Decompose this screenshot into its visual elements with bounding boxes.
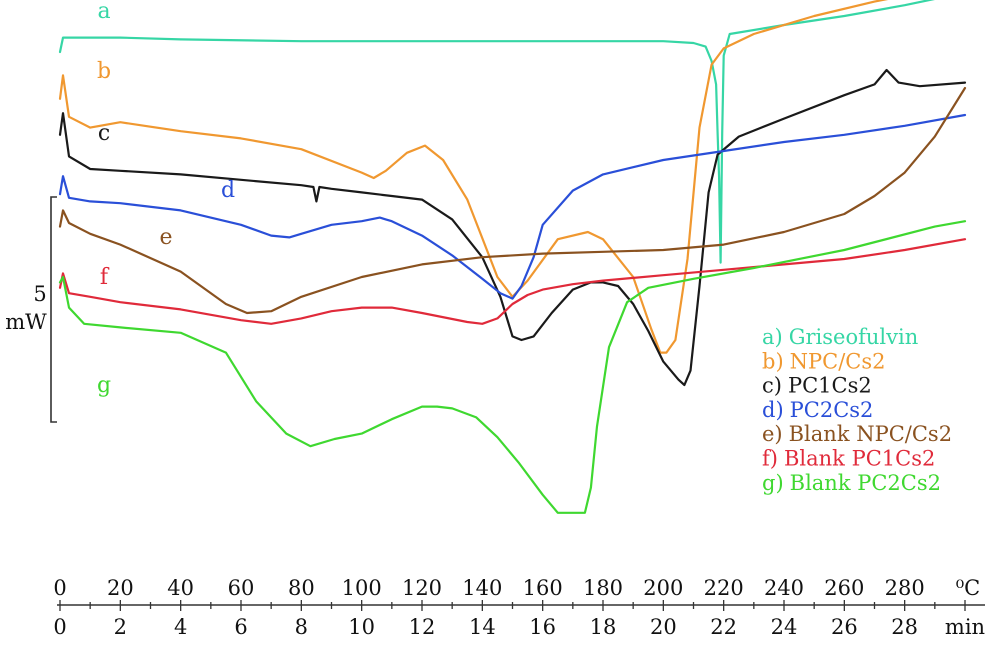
series-line-e [58,86,967,315]
curves-group [58,0,967,514]
legend-label: NPC/Cs2 [790,349,886,373]
legend-prefix: b) [762,349,784,373]
tick-label-celsius: 60 [228,576,255,600]
legend-item: d) PC2Cs2 [762,398,873,422]
legend-prefix: f) [762,447,778,471]
curve-label-c: c [98,121,110,146]
tick-label-minutes: 14 [469,615,496,639]
series-line-d [58,113,967,300]
axis-unit-celsius: ⁰C [956,576,981,600]
scale-bar: 5 mW [5,196,57,423]
legend-item: a) Griseofulvin [762,325,918,349]
tick-label-minutes: 16 [529,615,556,639]
legend-prefix: a) [762,325,783,349]
tick-label-celsius: 200 [643,576,683,600]
legend-label: PC1Cs2 [788,374,872,398]
scale-bar-value: 5 [33,282,46,306]
tick-label-celsius: 100 [342,576,382,600]
curve-label-a: a [97,0,110,24]
tick-label-celsius: 280 [885,576,925,600]
tick-label-celsius: 260 [824,576,864,600]
curve-label-b: b [97,59,111,84]
tick-label-celsius: 160 [523,576,563,600]
tick-label-celsius: 240 [764,576,804,600]
legend-prefix: c) [762,374,782,398]
tick-label-celsius: 40 [167,576,194,600]
tick-label-minutes: 8 [295,615,308,639]
legend-label: Blank NPC/Cs2 [789,422,952,446]
tick-label-minutes: 0 [53,615,66,639]
scale-bar-unit: mW [5,310,47,334]
tick-label-minutes: 26 [831,615,858,639]
tick-label-celsius: 80 [288,576,315,600]
tick-label-minutes: 28 [891,615,918,639]
legend-label: Blank PC2Cs2 [790,471,941,495]
legend-item: c) PC1Cs2 [762,374,872,398]
tick-label-minutes: 20 [650,615,677,639]
legend-prefix: g) [762,471,784,495]
tick-label-celsius: 0 [53,576,66,600]
tick-label-minutes: 18 [590,615,617,639]
legend-label: Blank PC1Cs2 [784,447,935,471]
series-line-b [58,0,889,354]
curve-label-d: d [221,178,235,203]
axis-unit-minutes: min [945,615,985,639]
tick-label-minutes: 10 [348,615,375,639]
legend-item: g) Blank PC2Cs2 [762,471,941,495]
legend-prefix: e) [762,422,783,446]
series-line-c [58,68,967,387]
legend-prefix: d) [762,398,784,422]
legend-item: f) Blank PC1Cs2 [762,447,935,471]
scale-bar-line [50,196,57,423]
series-line-f [58,238,967,325]
legend-item: e) Blank NPC/Cs2 [762,422,952,446]
curve-letters-group: a b c d e f g [97,0,235,398]
tick-label-minutes: 22 [710,615,737,639]
tick-label-celsius: 140 [462,576,502,600]
tick-label-celsius: 20 [107,576,134,600]
series-line-g [58,220,967,514]
legend-label: PC2Cs2 [790,398,874,422]
tick-label-minutes: 12 [409,615,436,639]
tick-label-celsius: 120 [402,576,442,600]
x-axis: 0 20 40 60 80 100 120 140 160 180 200 220 240 260 2800… [53,576,985,639]
curve-label-f: f [100,265,110,290]
legend-item: b) NPC/Cs2 [762,349,886,373]
tick-label-minutes: 4 [174,615,187,639]
tick-label-celsius: 220 [704,576,744,600]
tick-label-minutes: 6 [234,615,247,639]
curve-label-e: e [159,225,172,250]
curve-label-g: g [97,373,111,398]
series-line-a [58,0,935,264]
tick-label-minutes: 2 [114,615,127,639]
legend-label: Griseofulvin [789,325,919,349]
tick-label-minutes: 24 [771,615,798,639]
tick-label-celsius: 180 [583,576,623,600]
